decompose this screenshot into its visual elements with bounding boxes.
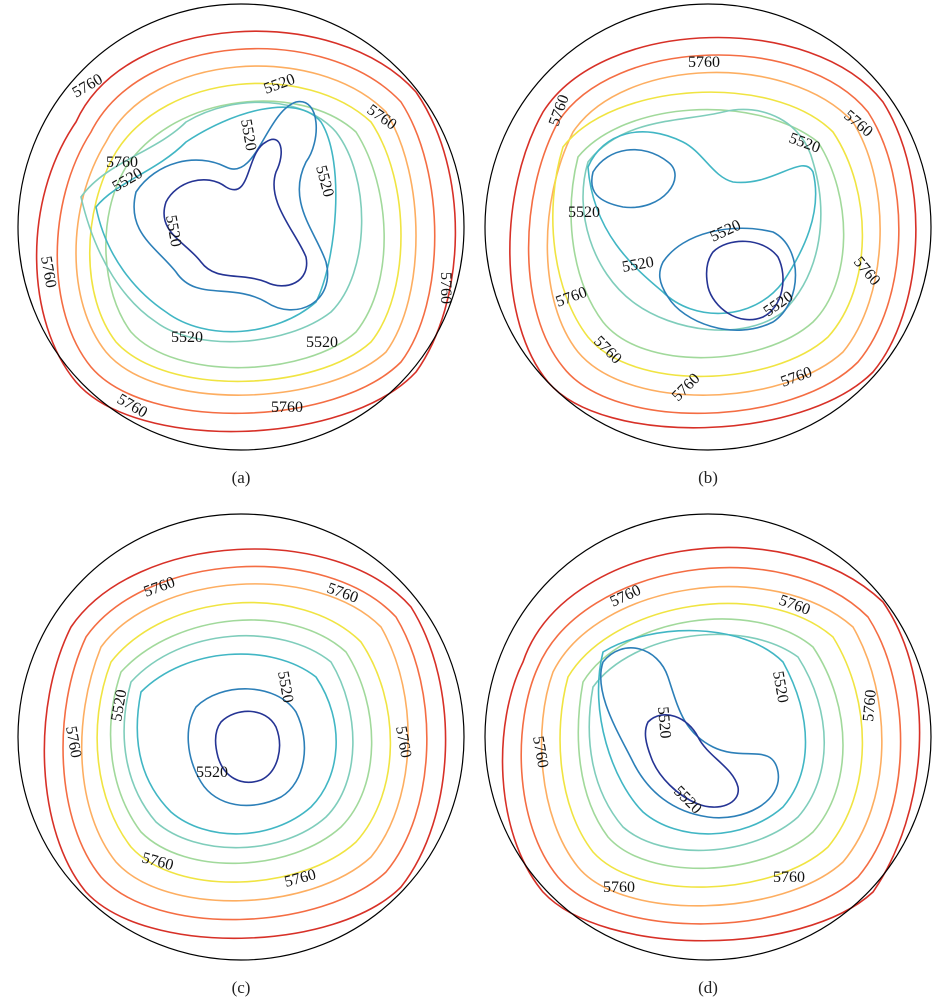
contour-label: 5520 <box>162 214 184 248</box>
map-panel-c: 5760 5760 5520 5520 5760 5520 5760 5760 … <box>16 512 466 962</box>
map-boundary-d <box>484 513 932 961</box>
contour-2-c <box>62 565 428 921</box>
contour-8-d <box>599 647 780 819</box>
map-boundary-a <box>17 3 465 451</box>
contour-label: 5760 <box>140 849 175 874</box>
contour-label: 5520 <box>196 764 228 781</box>
contour-3-b <box>546 71 881 396</box>
contour-label: 5760 <box>546 92 573 128</box>
contour-3-c <box>80 583 409 902</box>
contour-2-b <box>527 54 900 415</box>
contour-outer-a <box>35 30 457 433</box>
map-panel-b: 5760 5520 5760 5760 5520 5520 5520 5520 … <box>483 2 933 452</box>
contour-label: 5760 <box>773 869 805 886</box>
contour-label: 5520 <box>306 334 338 351</box>
contour-label: 5520 <box>262 71 298 98</box>
polar-map-a: 5520 5520 5520 5520 5520 5520 5520 5760 … <box>17 3 465 451</box>
contour-9-c <box>214 710 281 783</box>
contour-lines-b <box>509 36 917 429</box>
contour-5-c <box>109 619 373 865</box>
contour-8-a <box>133 101 329 311</box>
contour-4-c <box>96 601 392 883</box>
polar-map-b: 5760 5520 5760 5760 5520 5520 5520 5520 … <box>484 3 932 451</box>
contour-9-b <box>705 240 784 321</box>
contour-lines-a <box>35 30 457 433</box>
contour-label: 5760 <box>62 725 84 759</box>
contour-label: 5760 <box>283 866 318 891</box>
contour-label-group-c: 5760 5760 5520 5520 5760 5520 5760 5760 … <box>62 574 414 891</box>
contour-label: 5760 <box>779 364 815 391</box>
map-panel-d: 5760 5760 5520 5520 5520 5760 5760 5760 … <box>483 512 933 962</box>
contour-outer-b <box>509 36 917 429</box>
contour-label: 5520 <box>769 670 791 704</box>
contour-label: 5520 <box>237 118 259 152</box>
contour-9-a <box>163 138 308 287</box>
contour-label: 5760 <box>70 71 106 102</box>
contour-7-a <box>95 106 337 333</box>
polar-map-d: 5760 5760 5520 5520 5520 5760 5760 5760 … <box>484 513 932 961</box>
contour-8-c <box>187 688 306 807</box>
contour-label: 5760 <box>325 580 361 607</box>
contour-8-b <box>591 148 797 331</box>
contour-5-d <box>577 618 844 870</box>
contour-label: 5760 <box>142 574 178 601</box>
contour-4-d <box>559 602 864 888</box>
panel-caption-b: (b) <box>698 468 718 487</box>
contour-3-a <box>75 65 417 396</box>
contour-label: 5520 <box>654 706 674 739</box>
contour-label: 5760 <box>529 735 551 769</box>
contour-7-c <box>136 653 337 835</box>
contour-label: 5760 <box>37 255 59 289</box>
panel-caption-d: (d) <box>698 978 718 997</box>
contour-5-a <box>105 100 385 369</box>
contour-5-b <box>570 108 845 359</box>
contour-label: 5760 <box>106 154 138 171</box>
panel-caption-a: (a) <box>231 468 251 487</box>
contour-label: 5760 <box>608 582 644 611</box>
map-boundary-c <box>17 513 465 961</box>
contour-6-a <box>80 101 363 343</box>
contour-outer-c <box>43 548 447 940</box>
contour-lines-c <box>43 548 447 940</box>
contour-6-c <box>123 634 354 849</box>
contour-label: 5520 <box>312 164 337 199</box>
contour-label: 5520 <box>274 670 296 704</box>
contour-outer-d <box>501 546 921 942</box>
contour-label: 5760 <box>840 107 875 141</box>
contour-label: 5760 <box>860 689 880 722</box>
contour-7-b <box>587 131 817 315</box>
contour-label: 5520 <box>568 204 600 221</box>
contour-label: 5520 <box>621 254 655 276</box>
contour-4-b <box>552 91 864 378</box>
contour-label: 5760 <box>271 399 303 416</box>
contour-label: 5760 <box>603 879 635 896</box>
contour-2-a <box>56 47 436 415</box>
contour-6-d <box>588 633 826 852</box>
contour-label: 5760 <box>554 284 590 311</box>
panel-caption-c: (c) <box>231 978 251 997</box>
contour-label: 5520 <box>108 688 130 722</box>
contour-2-d <box>520 566 902 925</box>
contour-label: 5760 <box>437 272 454 304</box>
contour-9-d <box>644 713 739 808</box>
contour-lines-d <box>501 546 921 942</box>
contour-3-d <box>540 585 883 907</box>
contour-label: 5760 <box>688 54 720 71</box>
contour-7-d <box>597 629 807 835</box>
contour-label-group-d: 5760 5760 5520 5520 5520 5760 5760 5760 … <box>529 582 880 896</box>
contour-label-group-a: 5520 5520 5520 5520 5520 5520 5520 5760 … <box>37 71 454 422</box>
polar-map-c: 5760 5760 5520 5520 5760 5520 5760 5760 … <box>17 513 465 961</box>
map-panel-a: 5520 5520 5520 5520 5520 5520 5520 5760 … <box>16 2 466 452</box>
contour-6-b <box>582 108 822 331</box>
contour-label: 5760 <box>392 725 414 759</box>
map-boundary-b <box>484 3 932 451</box>
contour-4-a <box>89 82 402 383</box>
contour-label: 5520 <box>171 329 203 346</box>
contour-label: 5520 <box>787 130 823 157</box>
